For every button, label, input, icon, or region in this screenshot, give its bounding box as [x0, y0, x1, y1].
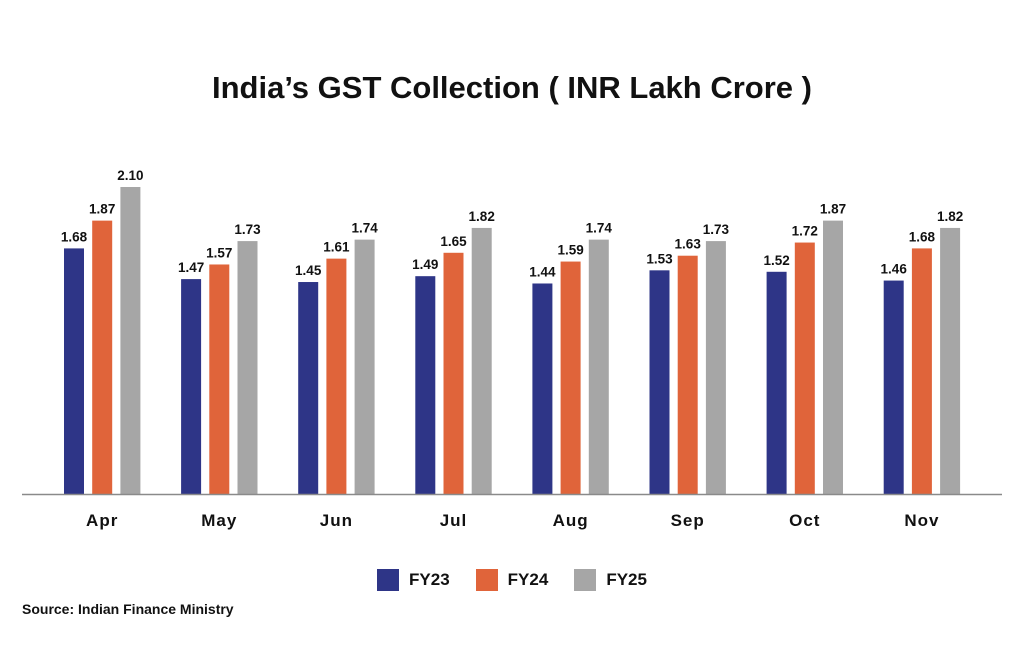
bar-fy23-jul	[415, 276, 436, 494]
x-tick-label-nov: Nov	[904, 511, 939, 530]
data-label-fy24-apr: 1.87	[89, 202, 115, 217]
bar-fy24-aug	[560, 261, 581, 494]
legend-item-fy24: FY24	[475, 569, 549, 591]
bar-fy24-jun	[326, 258, 347, 494]
bar-fy25-apr	[120, 187, 141, 494]
chart-title: India’s GST Collection ( INR Lakh Crore …	[212, 70, 812, 105]
x-tick-label-sep: Sep	[671, 511, 705, 530]
source-note: Source: Indian Finance Ministry	[22, 601, 234, 617]
x-tick-label-jul: Jul	[440, 511, 468, 530]
x-tick-label-may: May	[201, 511, 237, 530]
data-label-fy23-jul: 1.49	[412, 257, 438, 272]
legend-label-fy23: FY23	[409, 570, 450, 589]
bar-chart: 1.681.872.10Apr1.471.571.73May1.451.611.…	[22, 168, 1002, 530]
data-label-fy24-oct: 1.72	[792, 224, 818, 239]
bar-fy24-oct	[794, 242, 815, 494]
legend-swatch-fy25	[574, 569, 597, 591]
data-label-fy23-sep: 1.53	[646, 251, 673, 266]
legend-label-fy25: FY25	[606, 570, 647, 589]
data-label-fy25-apr: 2.10	[117, 168, 143, 183]
bar-fy25-may	[237, 241, 258, 494]
data-label-fy23-jun: 1.45	[295, 263, 322, 278]
data-label-fy23-may: 1.47	[178, 260, 204, 275]
legend-swatch-fy23	[377, 569, 400, 591]
legend-label-fy24: FY24	[507, 570, 549, 589]
data-label-fy24-jul: 1.65	[440, 234, 467, 249]
bar-fy25-nov	[940, 227, 961, 494]
bar-fy23-oct	[766, 271, 787, 494]
bar-fy25-jun	[354, 239, 375, 494]
bar-fy24-nov	[911, 248, 932, 494]
bar-fy25-aug	[588, 239, 609, 494]
legend-swatch-fy24	[475, 569, 498, 591]
bar-fy24-may	[209, 264, 230, 494]
data-label-fy24-jun: 1.61	[323, 240, 350, 255]
data-label-fy25-aug: 1.74	[586, 221, 613, 236]
bar-fy23-may	[181, 279, 202, 494]
data-label-fy24-aug: 1.59	[557, 243, 583, 258]
data-label-fy25-jul: 1.82	[469, 209, 495, 224]
bar-fy23-aug	[532, 283, 553, 494]
x-tick-label-apr: Apr	[86, 511, 118, 530]
data-label-fy25-nov: 1.82	[937, 209, 963, 224]
bar-fy24-jul	[443, 252, 464, 494]
data-label-fy24-sep: 1.63	[675, 237, 702, 252]
x-tick-label-aug: Aug	[553, 511, 589, 530]
x-tick-label-jun: Jun	[320, 511, 353, 530]
data-label-fy24-nov: 1.68	[909, 229, 936, 244]
legend: FY23 FY24 FY25	[0, 569, 1024, 591]
legend-item-fy23: FY23	[377, 569, 450, 591]
data-label-fy23-oct: 1.52	[763, 253, 789, 268]
data-label-fy25-oct: 1.87	[820, 202, 846, 217]
bar-fy23-apr	[64, 248, 84, 494]
data-label-fy25-sep: 1.73	[703, 222, 730, 237]
legend-item-fy25: FY25	[574, 569, 647, 591]
data-label-fy25-jun: 1.74	[351, 221, 378, 236]
bar-fy23-jun	[298, 282, 319, 494]
data-label-fy25-may: 1.73	[234, 222, 261, 237]
bar-fy24-apr	[92, 220, 113, 494]
data-label-fy23-apr: 1.68	[61, 229, 88, 244]
bar-fy23-nov	[883, 280, 904, 494]
bar-fy25-sep	[705, 241, 726, 494]
bar-fy23-sep	[649, 270, 670, 494]
bar-fy25-jul	[471, 227, 492, 494]
data-label-fy24-may: 1.57	[206, 245, 232, 260]
data-label-fy23-aug: 1.44	[529, 264, 556, 279]
bar-fy24-sep	[677, 255, 698, 494]
bar-fy25-oct	[823, 220, 843, 494]
data-label-fy23-nov: 1.46	[881, 262, 908, 277]
x-tick-label-oct: Oct	[789, 511, 820, 530]
